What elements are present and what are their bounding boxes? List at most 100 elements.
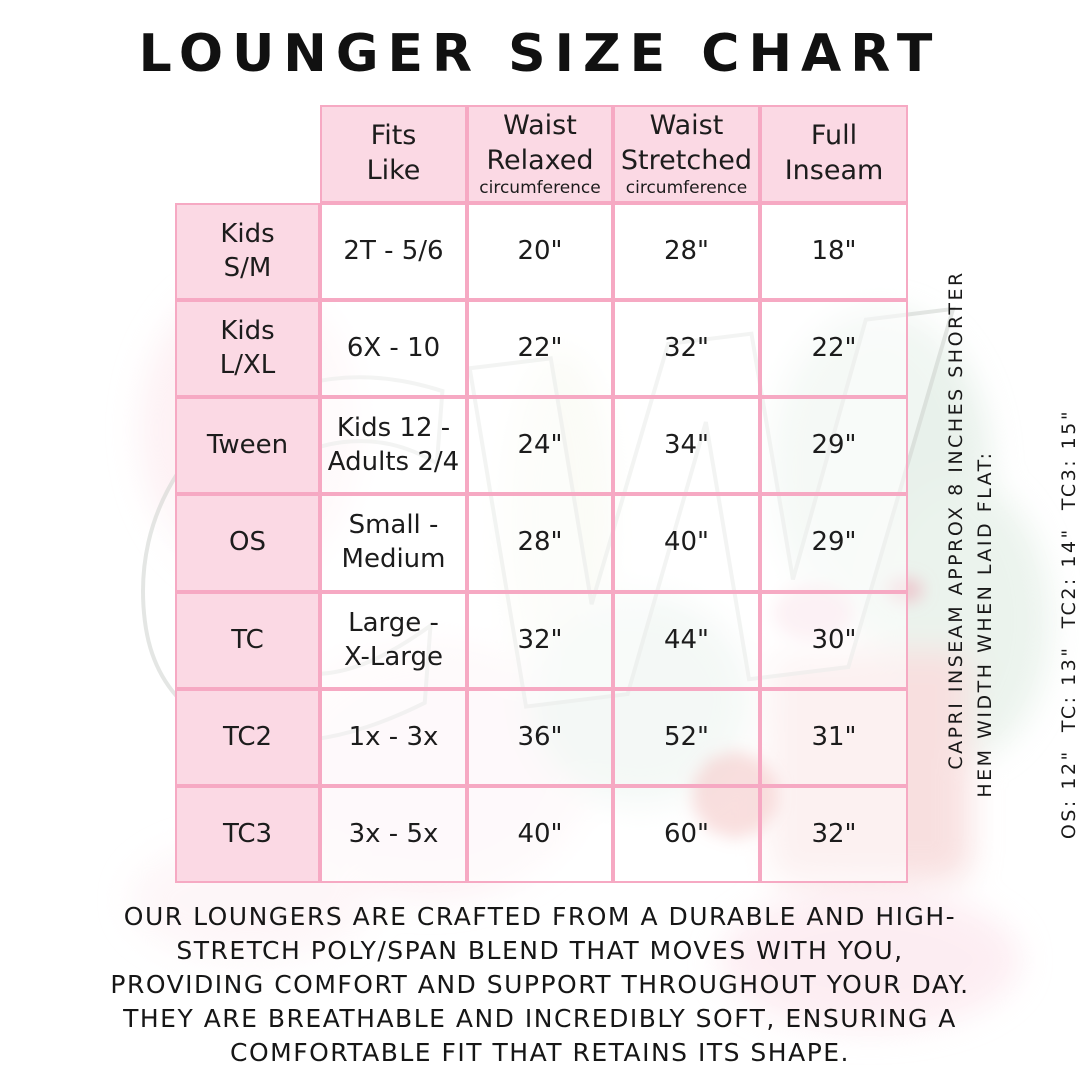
cell-text: Small - xyxy=(348,510,439,541)
cell-text: 31" xyxy=(811,721,857,752)
cell-text: 44" xyxy=(663,624,710,655)
cell-waist-relaxed: 32" xyxy=(467,592,613,689)
column-header-text: Relaxed xyxy=(486,144,594,176)
column-header-fits-like: Fits Like xyxy=(320,105,467,203)
cell-waist-stretched: 44" xyxy=(613,592,760,689)
side-note-hem-values: OS: 12" TC: 13" TC2: 14" TC3: 15" xyxy=(1058,408,1080,840)
cell-text: 30" xyxy=(811,624,857,655)
row-label-text: Tween xyxy=(206,429,289,460)
cell-text: 28" xyxy=(517,527,563,558)
cell-fits-like: Large - X-Large xyxy=(320,592,467,689)
cell-text: 29" xyxy=(811,527,857,558)
cell-waist-stretched: 52" xyxy=(613,689,760,786)
column-header-waist-stretched: Waist Stretched circumference xyxy=(613,105,760,203)
cell-waist-stretched: 40" xyxy=(613,494,760,592)
cell-full-inseam: 18" xyxy=(760,203,908,300)
cell-text: 22" xyxy=(811,332,857,363)
page-title: LOUNGER SIZE CHART xyxy=(138,24,942,84)
cell-text: X-Large xyxy=(343,641,444,672)
cell-text: 40" xyxy=(517,818,563,849)
column-header-subtitle: circumference xyxy=(625,178,748,199)
cell-text: 52" xyxy=(663,721,710,752)
cell-text: 32" xyxy=(517,624,563,655)
row-header-tc3: TC3 xyxy=(175,786,320,883)
cell-text: 24" xyxy=(517,429,563,460)
table-corner-cell xyxy=(175,105,320,203)
cell-waist-stretched: 28" xyxy=(613,203,760,300)
cell-waist-stretched: 60" xyxy=(613,786,760,883)
cell-fits-like: 3x - 5x xyxy=(320,786,467,883)
cell-waist-relaxed: 20" xyxy=(467,203,613,300)
cell-text: 1x - 3x xyxy=(348,721,439,752)
cell-text: 36" xyxy=(517,721,563,752)
row-label-text: TC xyxy=(231,624,264,655)
row-header-kids-sm: Kids S/M xyxy=(175,203,320,300)
side-note-hem-title: HEM WIDTH WHEN LAID FLAT: xyxy=(974,450,996,798)
column-header-text: Waist xyxy=(649,110,724,142)
cell-fits-like: Kids 12 - Adults 2/4 xyxy=(320,397,467,494)
cell-full-inseam: 29" xyxy=(760,397,908,494)
description-line: THEY ARE BREATHABLE AND INCREDIBLY SOFT,… xyxy=(123,1004,957,1033)
column-header-text: Like xyxy=(366,154,421,186)
column-header-text: Waist xyxy=(503,110,577,142)
cell-full-inseam: 30" xyxy=(760,592,908,689)
row-label-text: TC2 xyxy=(222,721,273,752)
cell-text: 28" xyxy=(663,235,710,266)
cell-text: 60" xyxy=(663,818,710,849)
row-header-tc2: TC2 xyxy=(175,689,320,786)
description-line: PROVIDING COMFORT AND SUPPORT THROUGHOUT… xyxy=(110,970,970,999)
description-line: OUR LOUNGERS ARE CRAFTED FROM A DURABLE … xyxy=(123,902,957,931)
cell-text: 32" xyxy=(811,818,857,849)
cell-full-inseam: 22" xyxy=(760,300,908,397)
size-chart-table: Fits Like Waist Relaxed circumference Wa… xyxy=(175,105,908,883)
row-label-text: TC3 xyxy=(222,818,273,849)
cell-waist-relaxed: 40" xyxy=(467,786,613,883)
product-description: OUR LOUNGERS ARE CRAFTED FROM A DURABLE … xyxy=(0,900,1080,1070)
column-header-text: Full xyxy=(810,119,858,151)
cell-fits-like: Small - Medium xyxy=(320,494,467,592)
cell-fits-like: 2T - 5/6 xyxy=(320,203,467,300)
cell-fits-like: 1x - 3x xyxy=(320,689,467,786)
cell-full-inseam: 32" xyxy=(760,786,908,883)
row-label-text: S/M xyxy=(223,252,272,283)
row-label-text: OS xyxy=(229,527,266,558)
description-line: STRETCH POLY/SPAN BLEND THAT MOVES WITH … xyxy=(176,936,904,965)
cell-text: 22" xyxy=(517,332,563,363)
side-note-hem-width: HEM WIDTH WHEN LAID FLAT: OS: 12" TC: 13… xyxy=(915,324,1080,924)
cell-text: 32" xyxy=(663,332,710,363)
cell-full-inseam: 29" xyxy=(760,494,908,592)
cell-text: 6X - 10 xyxy=(346,332,441,363)
cell-text: 18" xyxy=(811,235,857,266)
column-header-text: Inseam xyxy=(784,154,884,186)
cell-text: 2T - 5/6 xyxy=(343,235,444,266)
row-header-kids-lxl: Kids L/XL xyxy=(175,300,320,397)
cell-text: 34" xyxy=(663,429,710,460)
column-header-full-inseam: Full Inseam xyxy=(760,105,908,203)
row-header-tween: Tween xyxy=(175,397,320,494)
row-label-text: L/XL xyxy=(219,349,276,380)
cell-text: Medium xyxy=(341,544,446,574)
cell-fits-like: 6X - 10 xyxy=(320,300,467,397)
cell-text: 20" xyxy=(517,235,563,266)
cell-waist-relaxed: 28" xyxy=(467,494,613,592)
cell-waist-relaxed: 36" xyxy=(467,689,613,786)
cell-text: 3x - 5x xyxy=(348,818,439,849)
row-label-text: Kids xyxy=(220,315,275,346)
cell-text: 29" xyxy=(811,429,857,460)
cell-waist-stretched: 34" xyxy=(613,397,760,494)
column-header-text: Fits xyxy=(370,119,417,151)
row-header-os: OS xyxy=(175,494,320,592)
row-header-tc: TC xyxy=(175,592,320,689)
column-header-waist-relaxed: Waist Relaxed circumference xyxy=(467,105,613,203)
cell-text: Adults 2/4 xyxy=(327,446,460,477)
cell-text: Large - xyxy=(348,607,439,638)
cell-waist-relaxed: 24" xyxy=(467,397,613,494)
column-header-text: Stretched xyxy=(620,144,753,176)
cell-waist-stretched: 32" xyxy=(613,300,760,397)
row-label-text: Kids xyxy=(220,218,275,249)
cell-waist-relaxed: 22" xyxy=(467,300,613,397)
column-header-subtitle: circumference xyxy=(479,178,601,199)
cell-full-inseam: 31" xyxy=(760,689,908,786)
description-line: COMFORTABLE FIT THAT RETAINS ITS SHAPE. xyxy=(229,1038,851,1067)
